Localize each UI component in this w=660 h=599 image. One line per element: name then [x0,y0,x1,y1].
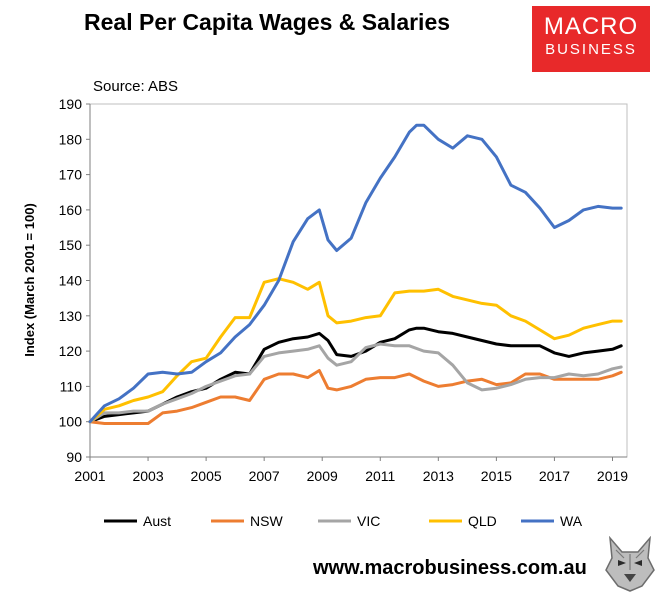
x-tick-label: 2017 [539,468,570,484]
plot-area [89,103,628,458]
legend-label-wa: WA [560,513,583,529]
y-tick-label: 100 [59,414,83,430]
y-tick-label: 140 [59,273,83,289]
x-tick-label: 2015 [481,468,512,484]
y-axis-label: Index (March 2001 = 100) [22,203,37,357]
y-tick-label: 170 [59,167,83,183]
y-tick-label: 180 [59,131,83,147]
legend-label-aust: Aust [143,513,171,529]
chart-title: Real Per Capita Wages & Salaries [84,9,451,35]
website-url[interactable]: www.macrobusiness.com.au [313,557,587,579]
legend-label-vic: VIC [357,513,380,529]
logo-line-2: BUSINESS [545,41,637,58]
series-line-nsw [88,369,623,425]
series-line-wa [88,123,623,424]
wolf-mascot-icon [605,536,655,592]
line-chart: 90 100 110 120 130 140 150 160 170 180 190 2001 200… [22,96,628,529]
x-tick-label: 2011 [365,468,395,484]
macrobusiness-logo: MACRO BUSINESS [532,6,650,72]
logo-line-1: MACRO [543,13,639,40]
y-tick-label: 130 [59,308,83,324]
x-tick-label: 2001 [74,468,105,484]
x-tick-label: 2019 [597,468,628,484]
y-tick-label: 150 [59,237,83,253]
y-tick-label: 110 [60,378,83,394]
x-tick-label: 2009 [307,468,338,484]
source-label: Source: ABS [93,78,179,95]
x-tick-label: 2005 [191,468,222,484]
legend-label-qld: QLD [468,513,497,529]
y-tick-label: 120 [59,343,83,359]
legend-label-nsw: NSW [250,513,283,529]
x-tick-label: 2007 [249,468,280,484]
x-tick-label: 2003 [132,468,163,484]
series-line-qld [88,277,623,424]
y-tick-label: 160 [59,202,83,218]
y-tick-label: 90 [66,449,82,465]
series-line-vic [88,342,623,424]
x-tick-label: 2013 [423,468,454,484]
y-tick-label: 190 [59,96,83,112]
